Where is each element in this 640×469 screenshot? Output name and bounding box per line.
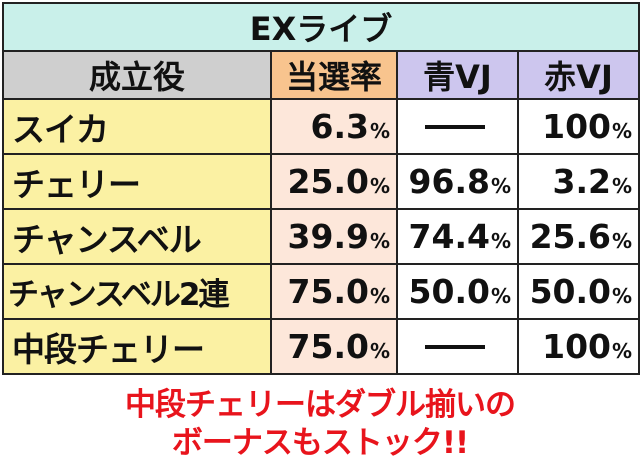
- red-vj-value: 100: [542, 327, 611, 366]
- header-blue-vj: 青VJ: [396, 50, 519, 100]
- table-row: 中段チェリー 75.0% 100%: [2, 318, 640, 375]
- rate-cell: 75.0%: [270, 263, 398, 320]
- percent-unit: %: [612, 119, 633, 143]
- percent-unit: %: [369, 174, 390, 198]
- red-vj-value: 3.2: [552, 162, 611, 201]
- header-row: 成立役 当選率 青VJ 赤VJ: [2, 50, 640, 100]
- rate-cell: 75.0%: [270, 318, 398, 375]
- title-row: EXライブ: [1, 2, 640, 52]
- percent-unit: %: [490, 229, 511, 253]
- blue-vj-value: 50.0: [408, 272, 490, 311]
- red-vj-value: 25.6: [529, 217, 611, 256]
- percent-unit: %: [612, 229, 633, 253]
- note-line-1: 中段チェリーはダブル揃いの: [125, 387, 516, 423]
- note-line-2: ボーナスもストック!!: [171, 425, 469, 461]
- red-vj-cell: 100%: [516, 98, 640, 155]
- percent-unit: %: [369, 119, 390, 143]
- blue-vj-cell: [396, 98, 519, 155]
- role-name: チャンスベル: [2, 208, 272, 265]
- red-vj-cell: 50.0%: [516, 263, 640, 320]
- role-name: チェリー: [2, 153, 272, 210]
- red-vj-cell: 25.6%: [516, 208, 640, 265]
- percent-unit: %: [612, 174, 633, 198]
- ex-live-table: EXライブ 成立役 当選率 青VJ 赤VJ スイカ 6.3% 100% チェリー…: [1, 2, 640, 375]
- red-vj-value: 100: [542, 107, 611, 146]
- table-row: チェリー 25.0% 96.8% 3.2%: [2, 153, 640, 210]
- rate-value: 39.9: [287, 217, 369, 256]
- dash-mark: [424, 124, 485, 129]
- header-role: 成立役: [2, 50, 272, 100]
- percent-unit: %: [490, 174, 511, 198]
- role-name: 中段チェリー: [2, 318, 272, 375]
- percent-unit: %: [369, 284, 390, 308]
- percent-unit: %: [612, 284, 633, 308]
- rate-value: 75.0: [287, 327, 369, 366]
- role-name: スイカ: [2, 98, 272, 155]
- blue-vj-value: 74.4: [408, 217, 490, 256]
- blue-vj-value: 96.8: [408, 162, 490, 201]
- role-name: チャンスベル2連: [2, 263, 272, 320]
- rate-value: 25.0: [287, 162, 369, 201]
- red-vj-value: 50.0: [529, 272, 611, 311]
- table-row: スイカ 6.3% 100%: [2, 98, 640, 155]
- percent-unit: %: [369, 229, 390, 253]
- percent-unit: %: [612, 339, 633, 363]
- blue-vj-cell: 96.8%: [396, 153, 519, 210]
- blue-vj-cell: 74.4%: [396, 208, 519, 265]
- blue-vj-cell: 50.0%: [396, 263, 519, 320]
- header-rate: 当選率: [270, 50, 398, 100]
- rate-value: 6.3: [310, 107, 369, 146]
- table-title: EXライブ: [1, 2, 640, 52]
- rate-cell: 25.0%: [270, 153, 398, 210]
- header-red-vj: 赤VJ: [516, 50, 640, 100]
- table-row: チャンスベル 39.9% 74.4% 25.6%: [2, 208, 640, 265]
- bonus-note: 中段チェリーはダブル揃いの ボーナスもストック!!: [0, 386, 640, 462]
- rate-cell: 6.3%: [270, 98, 398, 155]
- percent-unit: %: [369, 339, 390, 363]
- rate-value: 75.0: [287, 272, 369, 311]
- red-vj-cell: 3.2%: [516, 153, 640, 210]
- table-row: チャンスベル2連 75.0% 50.0% 50.0%: [2, 263, 640, 320]
- dash-mark: [424, 344, 485, 349]
- percent-unit: %: [490, 284, 511, 308]
- red-vj-cell: 100%: [516, 318, 640, 375]
- blue-vj-cell: [396, 318, 519, 375]
- rate-cell: 39.9%: [270, 208, 398, 265]
